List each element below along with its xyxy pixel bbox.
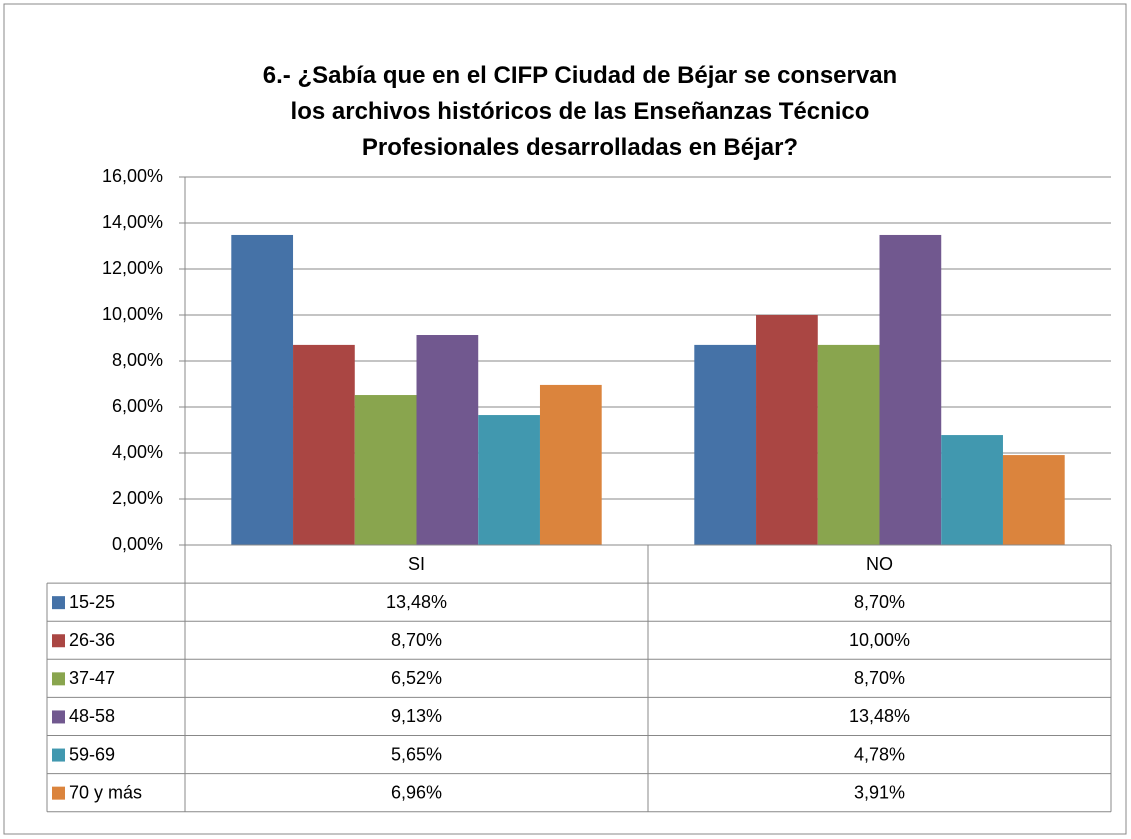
table-value: 4,78%: [854, 744, 905, 764]
legend-swatch: [52, 634, 65, 648]
y-tick-label: 6,00%: [112, 396, 163, 416]
bar: [539, 384, 602, 545]
x-tick-label: NO: [866, 554, 893, 574]
table-value: 10,00%: [849, 630, 910, 650]
table-value: 13,48%: [849, 706, 910, 726]
y-tick-label: 4,00%: [112, 442, 163, 462]
bar: [354, 395, 417, 545]
bar: [231, 234, 294, 545]
x-tick-label: SI: [408, 554, 425, 574]
bar: [293, 344, 355, 545]
y-tick-label: 14,00%: [102, 212, 163, 232]
bar: [756, 315, 818, 545]
y-tick-label: 16,00%: [102, 166, 163, 186]
table-value: 8,70%: [391, 630, 442, 650]
legend-label: 15-25: [69, 592, 115, 612]
legend-swatch: [52, 786, 65, 800]
y-tick-label: 0,00%: [112, 534, 163, 554]
legend-label: 59-69: [69, 744, 115, 764]
legend-label: 26-36: [69, 630, 115, 650]
table-value: 3,91%: [854, 782, 905, 802]
legend-label: 48-58: [69, 706, 115, 726]
table-value: 13,48%: [386, 592, 447, 612]
table-value: 6,52%: [391, 668, 442, 688]
table-value: 8,70%: [854, 592, 905, 612]
y-tick-label: 12,00%: [102, 258, 163, 278]
bar: [478, 415, 540, 545]
legend-label: 37-47: [69, 668, 115, 688]
bar: [694, 344, 757, 545]
table-value: 9,13%: [391, 706, 442, 726]
bar: [1002, 455, 1065, 545]
y-tick-label: 10,00%: [102, 304, 163, 324]
chart-title: 6.- ¿Sabía que en el CIFP Ciudad de Béja…: [263, 62, 897, 161]
legend-swatch: [52, 596, 65, 610]
y-tick-label: 8,00%: [112, 350, 163, 370]
legend-swatch: [52, 710, 65, 724]
legend-swatch: [52, 748, 65, 762]
table-value: 6,96%: [391, 782, 442, 802]
bar: [941, 435, 1003, 545]
legend-label: 70 y más: [69, 782, 142, 802]
table-value: 8,70%: [854, 668, 905, 688]
bar: [879, 234, 942, 545]
bar: [817, 344, 880, 545]
y-tick-label: 2,00%: [112, 488, 163, 508]
bar: [416, 335, 479, 545]
table-value: 5,65%: [391, 744, 442, 764]
legend-swatch: [52, 672, 65, 686]
